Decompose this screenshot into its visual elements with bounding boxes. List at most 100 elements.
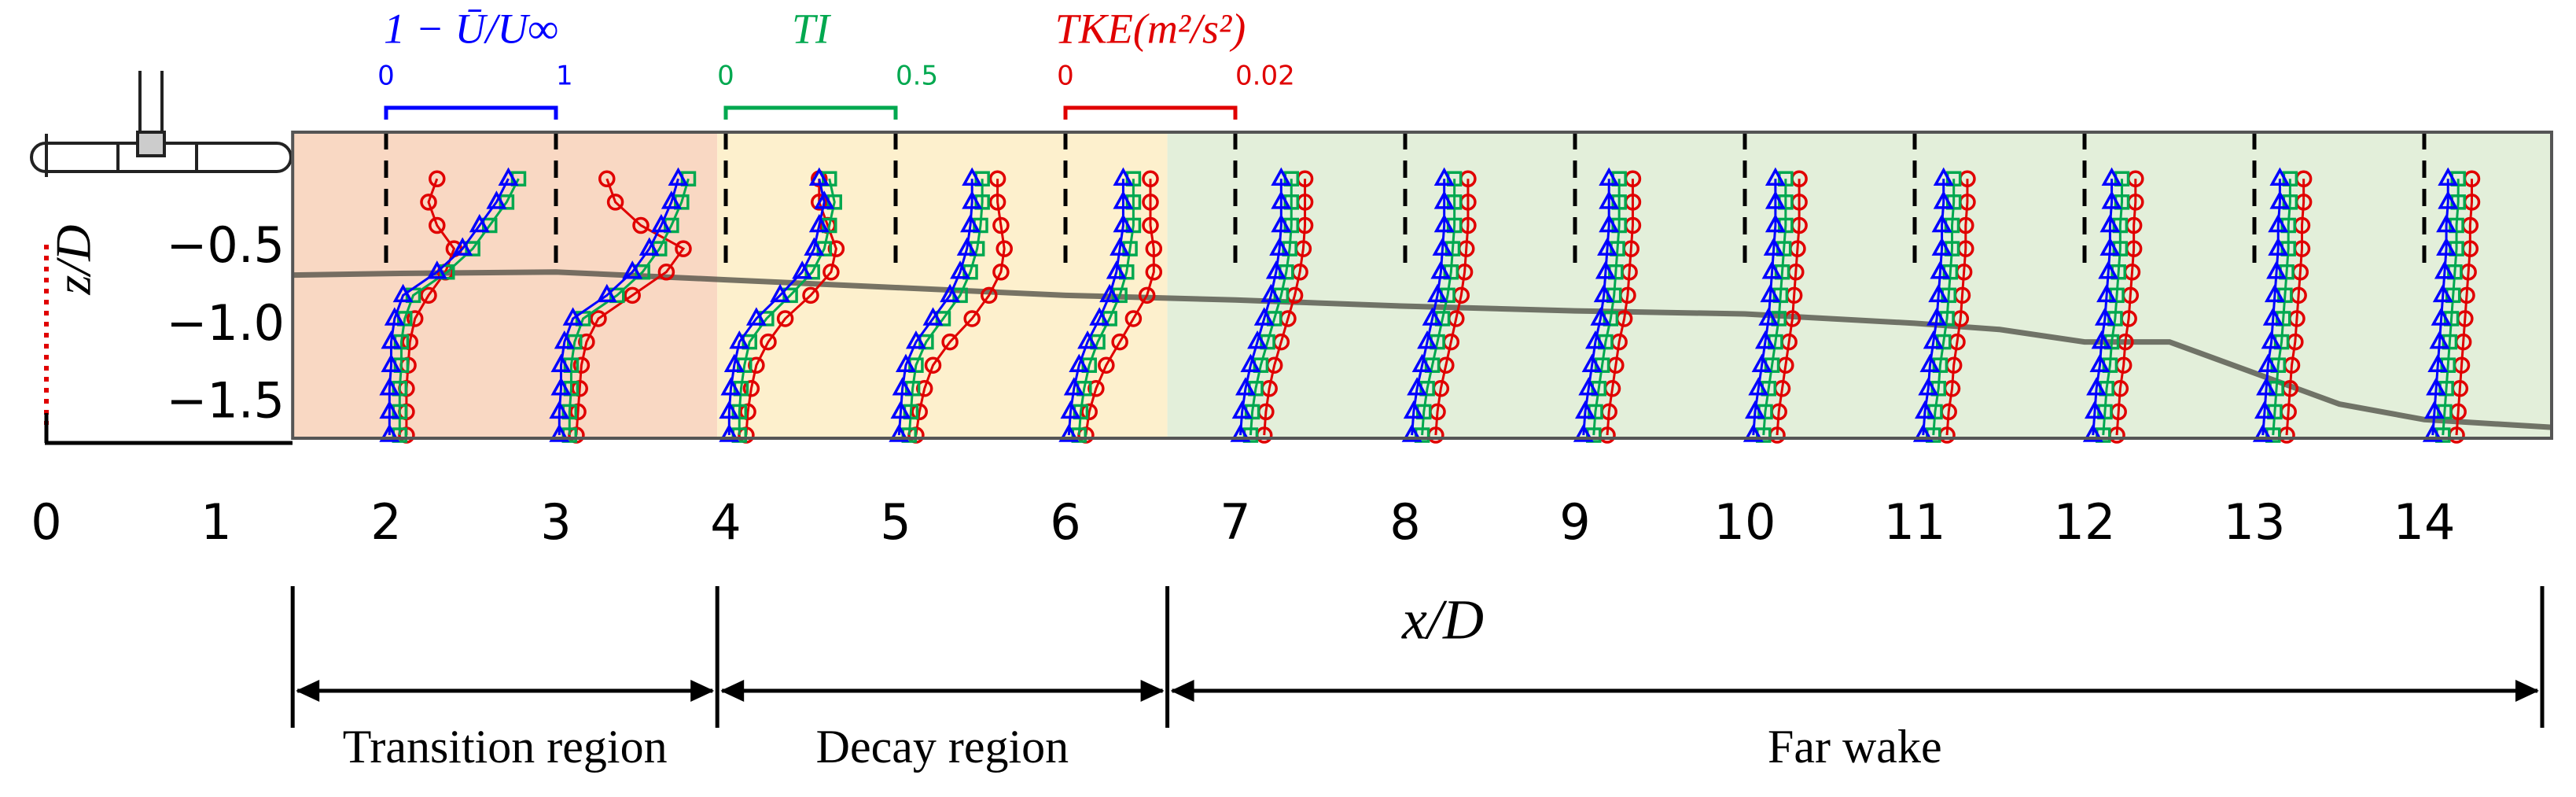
scale-tick-label: 0 (377, 61, 395, 92)
profile-line (2431, 179, 2449, 436)
data-point (2258, 353, 2279, 372)
region-label: Decay region (816, 721, 1069, 773)
data-point (379, 377, 400, 396)
data-point (1138, 286, 1156, 304)
data-point (2268, 237, 2289, 256)
profile-line (2442, 179, 2460, 436)
profile-line (1592, 179, 1621, 436)
data-point (1933, 190, 1954, 209)
data-point (569, 403, 587, 421)
data-point (2426, 377, 2447, 396)
profile-line (2115, 179, 2137, 436)
data-point (1931, 213, 1952, 233)
data-point (498, 167, 519, 186)
data-point (1593, 283, 1614, 303)
data-point (1099, 283, 1121, 303)
data-point (1914, 400, 1935, 419)
arrow-head (296, 680, 320, 702)
data-point (2266, 260, 2287, 279)
data-point (1918, 377, 1939, 396)
data-point (549, 400, 570, 419)
data-point (770, 283, 791, 303)
data-point (1142, 216, 1159, 234)
data-point (1765, 167, 1786, 186)
data-point (1928, 283, 1949, 303)
data-point (1113, 167, 1134, 186)
y-tick-label: −0.5 (166, 216, 285, 274)
scale-bar (1063, 105, 1238, 120)
data-point (1427, 283, 1448, 303)
data-point (1761, 260, 1783, 279)
data-point (1422, 307, 1443, 326)
data-point (2427, 353, 2449, 372)
data-point (1260, 283, 1282, 303)
profile-line (2272, 179, 2291, 436)
profile-line (1932, 179, 1956, 436)
x-tick-label: 10 (1714, 493, 1776, 551)
data-point (2086, 377, 2107, 396)
data-point (719, 423, 740, 442)
data-point (811, 194, 828, 211)
data-point (2261, 330, 2282, 349)
data-point (814, 190, 835, 209)
data-point (1574, 400, 1595, 419)
data-point (1581, 353, 1603, 372)
data-point (381, 353, 402, 372)
data-point (1271, 167, 1292, 186)
data-point (2082, 423, 2103, 442)
data-point (1590, 307, 1611, 326)
data-point (2094, 307, 2115, 326)
data-point (1758, 307, 1779, 326)
profile-line (1249, 179, 1293, 436)
data-point (2096, 283, 2118, 303)
data-point (1432, 237, 1453, 256)
data-point (2091, 330, 2112, 349)
region-label: Far wake (1768, 721, 1942, 773)
profile-line (738, 178, 836, 436)
data-point (1240, 353, 1261, 372)
profile-line (1582, 179, 1610, 436)
scale-tick-label: 0.5 (896, 61, 938, 92)
profile-line (1752, 179, 1777, 436)
profile-line (907, 179, 984, 436)
data-point (1919, 353, 1941, 372)
data-point (2438, 167, 2459, 186)
data-point (988, 170, 1006, 187)
data-point (992, 216, 1010, 234)
data-point (1930, 260, 1951, 279)
data-point (1748, 377, 1769, 396)
data-point (1926, 307, 1948, 326)
data-point (905, 330, 926, 349)
data-point (1765, 213, 1786, 233)
data-point (1058, 423, 1080, 442)
data-point (1433, 213, 1455, 233)
data-point (420, 286, 437, 304)
data-point (1142, 170, 1159, 187)
data-point (892, 377, 913, 396)
profile-line (2102, 179, 2124, 436)
data-point (729, 330, 750, 349)
x-tick-label: 11 (1884, 493, 1946, 551)
arrow-head (1170, 680, 1194, 702)
data-point (2436, 237, 2457, 256)
scale-bar (723, 105, 898, 120)
data-point (379, 400, 400, 419)
data-point (2084, 400, 2105, 419)
scale-tick-label: 0 (717, 61, 734, 92)
plot-frame (291, 131, 2554, 440)
data-point (406, 310, 424, 327)
turbine-icon (30, 71, 293, 177)
data-point (2269, 167, 2291, 186)
data-point (2423, 400, 2445, 419)
data-point (571, 380, 588, 397)
data-point (606, 194, 624, 211)
data-point (429, 170, 446, 187)
data-point (2269, 190, 2291, 209)
data-point (895, 353, 916, 372)
data-point (1113, 190, 1134, 209)
data-point (1760, 283, 1781, 303)
data-point (2422, 423, 2443, 442)
x-tick-label: 7 (1220, 493, 1250, 551)
data-point (2432, 283, 2453, 303)
scale-title: TI (792, 5, 832, 52)
